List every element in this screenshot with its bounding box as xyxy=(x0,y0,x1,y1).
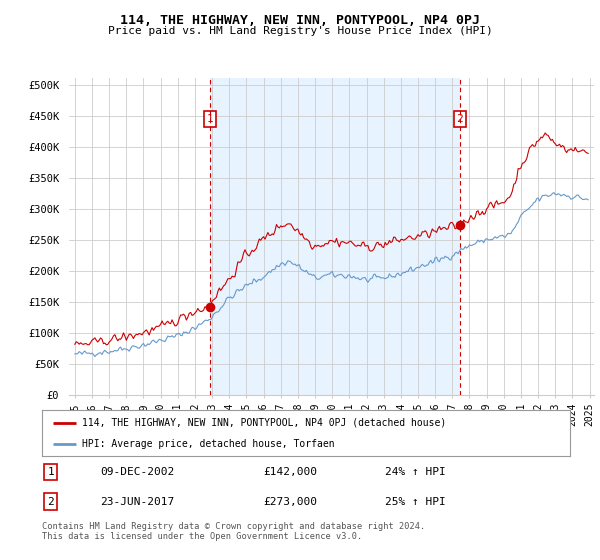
Text: 09-DEC-2002: 09-DEC-2002 xyxy=(100,467,175,477)
Bar xyxy=(210,78,460,395)
Text: 114, THE HIGHWAY, NEW INN, PONTYPOOL, NP4 0PJ (detached house): 114, THE HIGHWAY, NEW INN, PONTYPOOL, NP… xyxy=(82,418,446,428)
Text: £273,000: £273,000 xyxy=(264,497,318,507)
Text: Price paid vs. HM Land Registry's House Price Index (HPI): Price paid vs. HM Land Registry's House … xyxy=(107,26,493,36)
Text: 2: 2 xyxy=(47,497,54,507)
Text: 2: 2 xyxy=(456,114,463,124)
Text: HPI: Average price, detached house, Torfaen: HPI: Average price, detached house, Torf… xyxy=(82,439,334,449)
Text: 1: 1 xyxy=(47,467,54,477)
Text: 23-JUN-2017: 23-JUN-2017 xyxy=(100,497,175,507)
Text: 24% ↑ HPI: 24% ↑ HPI xyxy=(385,467,446,477)
Text: £142,000: £142,000 xyxy=(264,467,318,477)
Text: Contains HM Land Registry data © Crown copyright and database right 2024.
This d: Contains HM Land Registry data © Crown c… xyxy=(42,522,425,542)
Text: 114, THE HIGHWAY, NEW INN, PONTYPOOL, NP4 0PJ: 114, THE HIGHWAY, NEW INN, PONTYPOOL, NP… xyxy=(120,14,480,27)
Text: 1: 1 xyxy=(206,114,214,124)
Text: 25% ↑ HPI: 25% ↑ HPI xyxy=(385,497,446,507)
